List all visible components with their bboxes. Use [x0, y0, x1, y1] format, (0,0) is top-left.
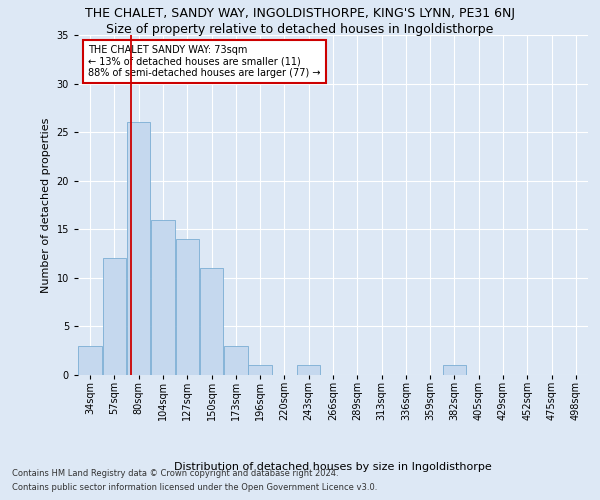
Bar — [176, 239, 199, 375]
X-axis label: Distribution of detached houses by size in Ingoldisthorpe: Distribution of detached houses by size … — [174, 462, 492, 471]
Bar — [151, 220, 175, 375]
Bar — [200, 268, 223, 375]
Text: Contains HM Land Registry data © Crown copyright and database right 2024.: Contains HM Land Registry data © Crown c… — [12, 468, 338, 477]
Bar — [224, 346, 248, 375]
Bar — [443, 366, 466, 375]
Bar — [248, 366, 272, 375]
Bar — [79, 346, 102, 375]
Bar — [297, 366, 320, 375]
Text: THE CHALET, SANDY WAY, INGOLDISTHORPE, KING'S LYNN, PE31 6NJ: THE CHALET, SANDY WAY, INGOLDISTHORPE, K… — [85, 8, 515, 20]
Text: THE CHALET SANDY WAY: 73sqm
← 13% of detached houses are smaller (11)
88% of sem: THE CHALET SANDY WAY: 73sqm ← 13% of det… — [88, 45, 320, 78]
Y-axis label: Number of detached properties: Number of detached properties — [41, 118, 51, 292]
Text: Contains public sector information licensed under the Open Government Licence v3: Contains public sector information licen… — [12, 484, 377, 492]
Text: Size of property relative to detached houses in Ingoldisthorpe: Size of property relative to detached ho… — [106, 22, 494, 36]
Bar — [127, 122, 151, 375]
Bar — [103, 258, 126, 375]
